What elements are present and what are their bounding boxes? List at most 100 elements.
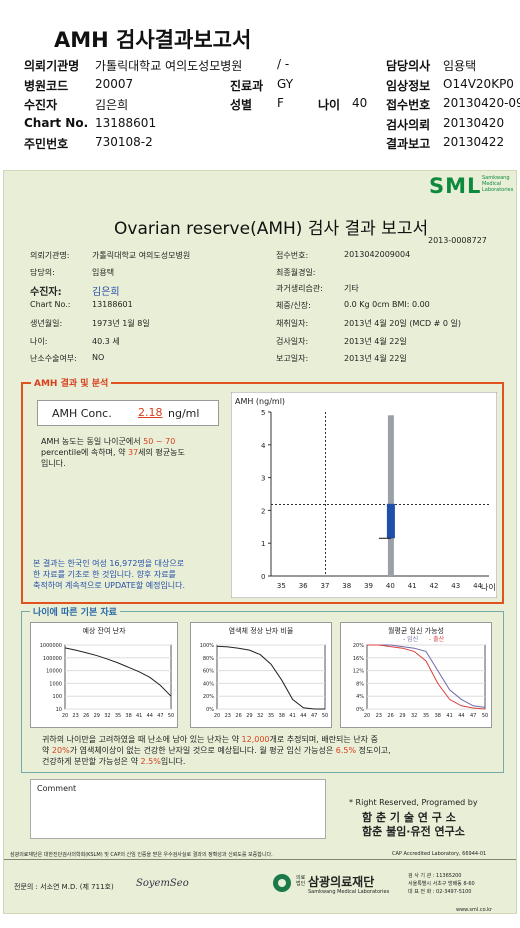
amh-analysis-section: AMH 결과 및 분석 AMH Conc. 2.18 ng/ml AMH 농도는…: [21, 376, 504, 604]
lab-address: 검 사 기 관 : 11365200 서울특별시 서초구 방배동 8-60 대 표 …: [408, 873, 475, 895]
x-tick-label: 35: [268, 713, 274, 719]
x-tick-label: 38: [435, 713, 441, 719]
header-label: 임상정보: [386, 79, 431, 93]
foundation-emblem: [273, 874, 291, 892]
x-tick-label: 23: [225, 713, 231, 719]
info-right-value: 2013년 4월 22일: [344, 354, 407, 363]
x-tick-label: 35: [115, 713, 121, 719]
info-left-label: 나이:: [30, 337, 48, 346]
chart-title: 염색체 정상 난자 비율: [229, 626, 294, 635]
y-tick-label: 20%: [353, 643, 364, 649]
x-tick-label: 29: [94, 713, 100, 719]
header-value: 가톨릭대학교 여의도성모병원: [95, 59, 243, 73]
y-tick-label: 0%: [356, 707, 364, 713]
y-tick-label: 10000: [46, 669, 62, 675]
header-value: 40: [352, 96, 368, 110]
header-label: 진료과: [230, 79, 264, 93]
y-tick-label: 60%: [203, 669, 214, 675]
y-axis-label: AMH (ng/ml): [235, 397, 285, 406]
comment-box: Comment: [30, 779, 326, 839]
header-value: 20007: [95, 77, 134, 91]
x-tick-label: 44: [300, 713, 306, 719]
info-left-label: 난소수술여부:: [30, 354, 77, 363]
info-left-value: NO: [92, 353, 105, 362]
cap-accreditation: CAP Accredited Laboratory, 66944-01: [392, 851, 487, 857]
info-right-label: 과거생리습관:: [276, 284, 323, 293]
age-basic-data-section: 나이에 따른 기본 자료 예상 잔여 난자 10 100 1000 10000 10000…: [21, 605, 504, 773]
y-tick-label: 3: [261, 475, 265, 483]
x-tick-label: 38: [125, 713, 131, 719]
analysis-note: 본 결과는 한국인 여성 16,972명을 대상으로 한 자료를 기초로 한 것…: [33, 559, 186, 590]
x-tick-label: 29: [399, 713, 405, 719]
report-title: AMH 검사결과보고서: [54, 28, 252, 52]
chart-remaining-eggs-panel: 예상 잔여 난자 10 100 1000 10000 100000 1000000 20 23 2…: [30, 622, 178, 728]
y-tick-label: 1: [261, 540, 265, 548]
info-right-label: 검사일자:: [276, 337, 309, 346]
x-tick-label: 47: [470, 713, 476, 719]
info-left-value: 김은희: [92, 287, 120, 298]
series-line: [64, 647, 172, 697]
x-tick-label: 47: [311, 713, 317, 719]
chart-normal-eggs-panel: 염색체 정상 난자 비율 0% 20% 40% 60% 80% 100% 20 23 26 29 32…: [190, 622, 332, 728]
info-left-label: 수진자:: [30, 287, 62, 298]
x-tick-label: 44: [473, 582, 482, 590]
series-line: [367, 644, 486, 710]
amh-conc-box: AMH Conc. 2.18 ng/ml: [37, 400, 219, 426]
x-tick-label: 41: [446, 713, 452, 719]
x-tick-label: 50: [168, 713, 174, 719]
patient-range-bar: [386, 503, 395, 539]
x-tick-label: 50: [322, 713, 328, 719]
info-right-value: 0.0 Kg 0cm BMI: 0.00: [344, 300, 430, 309]
header-label: 검사의뢰: [386, 118, 431, 132]
x-tick-label: 32: [257, 713, 263, 719]
header-label: 성별: [230, 98, 253, 112]
x-tick-label: 41: [289, 713, 295, 719]
header-value: 730108-2: [95, 135, 153, 149]
header-value: 20130422: [443, 135, 505, 149]
info-left-value: 임용택: [92, 268, 115, 277]
header-label: 주민번호: [24, 137, 69, 151]
header-value: F: [277, 96, 284, 110]
info-right-value: 2013042009004: [344, 250, 411, 259]
legend-pregnancy: - 임신: [403, 635, 418, 643]
x-tick-label: 20: [364, 713, 370, 719]
x-tick-label: 20: [62, 713, 68, 719]
signature: SoyemSeo: [136, 878, 189, 889]
x-tick-label: 26: [83, 713, 89, 719]
x-tick-label: 29: [246, 713, 252, 719]
x-tick-label: 32: [411, 713, 417, 719]
x-tick-label: 43: [451, 582, 460, 590]
foundation-english: Samkwang Medical Laboratories: [308, 889, 390, 895]
info-right-label: 접수번호:: [276, 251, 309, 260]
series-line: [367, 644, 486, 708]
x-tick-label: 32: [104, 713, 110, 719]
y-tick-label: 80%: [203, 656, 214, 662]
lab-name-2: 함춘 불임·유전 연구소: [362, 825, 465, 838]
header-value: 13188601: [95, 116, 157, 130]
x-tick-label: 35: [423, 713, 429, 719]
header-label: 나이: [318, 98, 341, 112]
rights-text: * Right Reserved, Programed by: [349, 798, 478, 807]
header-value: 임용택: [443, 59, 477, 73]
document-number: 2013-0008727: [428, 236, 487, 245]
header-label: Chart No.: [24, 116, 89, 130]
x-tick-label: 39: [364, 582, 373, 590]
y-tick-label: 100%: [200, 643, 215, 649]
info-left-value: 13188601: [92, 300, 133, 309]
y-tick-label: 2: [261, 507, 265, 515]
chart-remaining-eggs: 예상 잔여 난자 10 100 1000 10000 100000 1000000 20 23 2…: [40, 626, 174, 719]
sml-logo: SML: [429, 174, 482, 198]
foundation-logo: [272, 873, 292, 895]
y-tick-label: 20%: [203, 694, 214, 700]
basic-section-title: 나이에 따른 기본 자료: [30, 605, 120, 618]
x-tick-label: 38: [342, 582, 351, 590]
x-tick-label: 36: [299, 582, 308, 590]
info-left-label: 의뢰기관명:: [30, 251, 70, 260]
info-left-label: Chart No.:: [30, 300, 71, 309]
percentile-text: AMH 농도는 동일 나이군에서 50 ~ 70 percentile에 속하며…: [41, 437, 185, 468]
x-tick-label: 26: [387, 713, 393, 719]
header-label: 수진자: [24, 98, 58, 112]
x-tick-label: 44: [147, 713, 153, 719]
header-value: O14V20KP0: [443, 77, 514, 91]
